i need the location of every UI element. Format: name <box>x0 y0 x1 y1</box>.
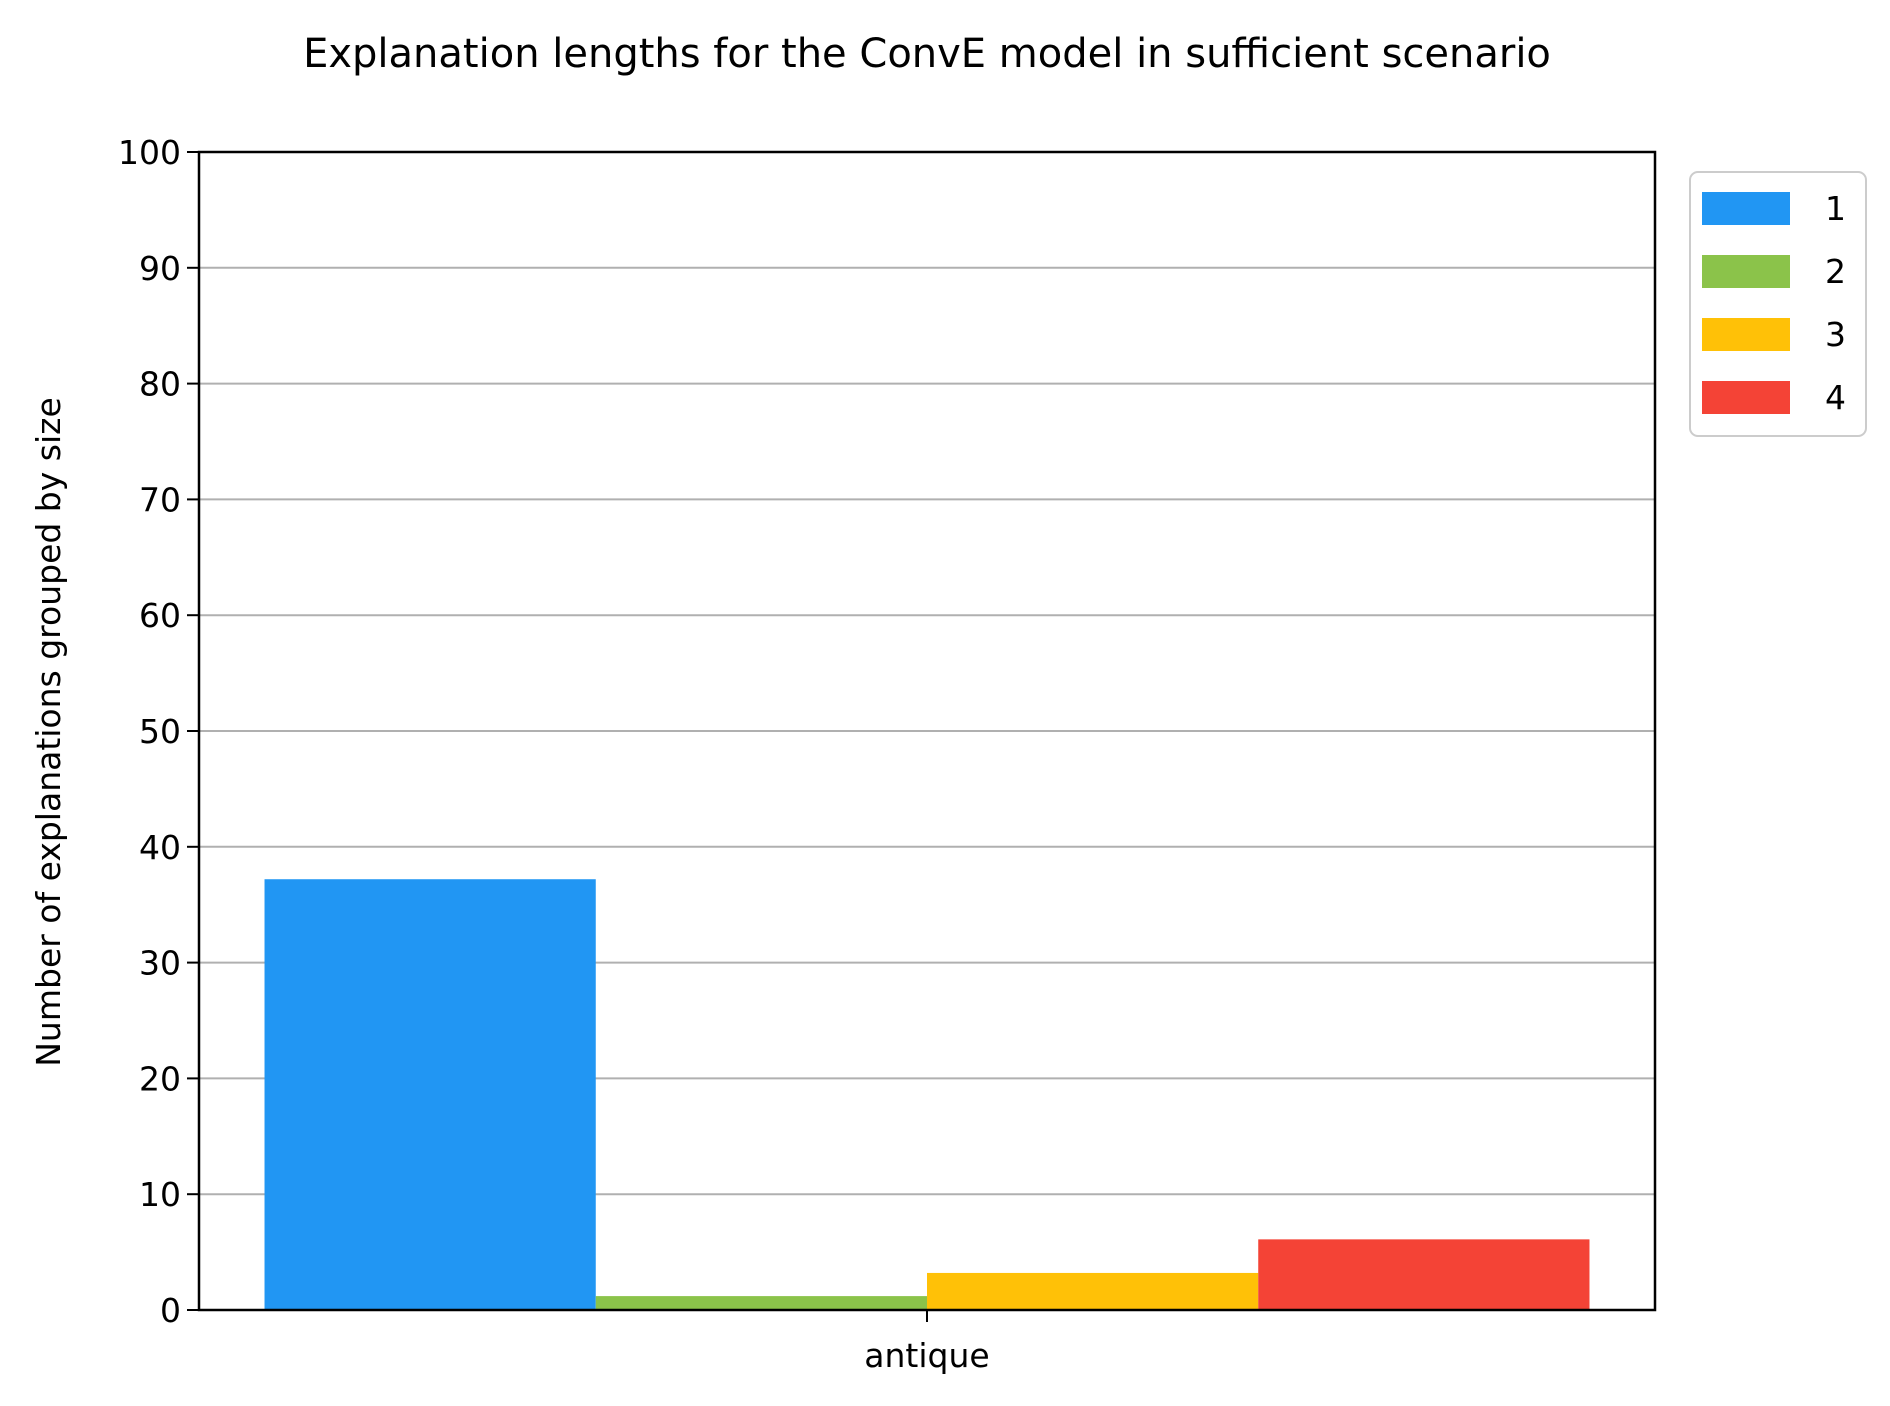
y-tick-label: 60 <box>139 596 181 635</box>
y-tick-label: 50 <box>139 712 181 751</box>
y-axis-title: Number of explanations grouped by size <box>29 397 68 1067</box>
y-tick-label: 80 <box>139 365 181 404</box>
y-tick-label: 70 <box>139 480 181 519</box>
legend-label-1: 1 <box>1825 189 1846 228</box>
bar-series-4-antique <box>1258 1239 1590 1310</box>
legend-swatch-1 <box>1702 192 1790 225</box>
chart-title: Explanation lengths for the ConvE model … <box>303 31 1551 77</box>
legend-swatch-4 <box>1702 381 1790 414</box>
bar-series-3-antique <box>927 1272 1259 1310</box>
y-tick-label: 90 <box>139 249 181 288</box>
y-axis: 0 10 20 30 40 50 60 70 80 90 100 <box>118 133 199 1330</box>
legend-swatch-2 <box>1702 255 1790 288</box>
y-tick-label: 20 <box>139 1059 181 1098</box>
legend: 1 2 3 4 <box>1689 171 1867 437</box>
bar-series-2-antique <box>595 1296 927 1310</box>
y-tick-label: 40 <box>139 828 181 867</box>
legend-swatch-3 <box>1702 318 1790 351</box>
plot-frame <box>197 150 1657 1312</box>
legend-box <box>1689 171 1867 437</box>
bars <box>264 879 1590 1310</box>
y-tick-label: 100 <box>118 133 181 172</box>
y-tick-label: 30 <box>139 944 181 983</box>
legend-label-3: 3 <box>1825 315 1846 354</box>
bar-series-1-antique <box>264 879 596 1310</box>
x-axis: antique <box>864 1310 990 1375</box>
legend-label-4: 4 <box>1825 378 1846 417</box>
y-tick-label: 0 <box>160 1291 181 1330</box>
x-tick-label: antique <box>864 1336 989 1375</box>
legend-label-2: 2 <box>1825 252 1846 291</box>
y-tick-label: 10 <box>139 1175 181 1214</box>
